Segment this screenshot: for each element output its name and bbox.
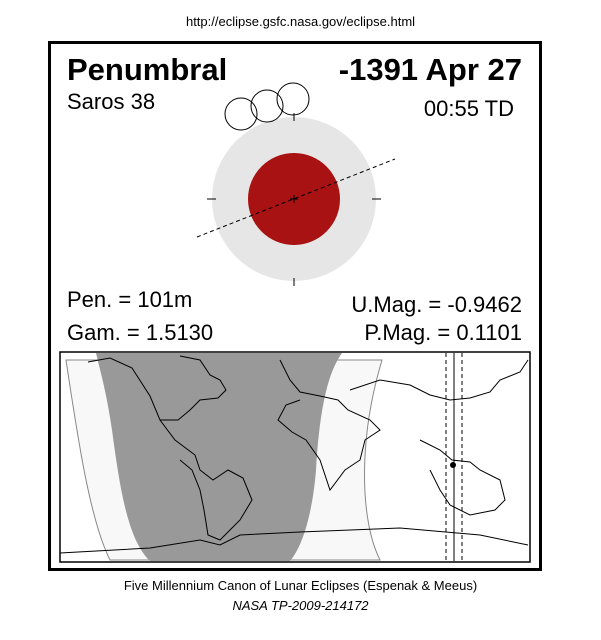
penumbral-magnitude: P.Mag. = 0.1101 bbox=[364, 320, 522, 345]
moon-greatest bbox=[250, 89, 284, 123]
axis-ticks bbox=[207, 113, 381, 286]
footer-publication: NASA TP-2009-214172 bbox=[232, 598, 369, 613]
saros-number: Saros 38 bbox=[67, 89, 156, 114]
penumbral-duration: Pen. = 101m bbox=[67, 287, 193, 312]
eclipse-visible-region bbox=[96, 353, 342, 561]
eclipse-time: 00:55 TD bbox=[423, 96, 514, 121]
moonrise-moonset-lines bbox=[445, 353, 463, 561]
coastlines bbox=[59, 355, 529, 554]
sublunar-point bbox=[450, 462, 456, 468]
world-map bbox=[59, 351, 531, 563]
moon-first-contact bbox=[224, 97, 258, 131]
gamma-value: Gam. = 1.5130 bbox=[67, 320, 214, 345]
eclipse-date: -1391 Apr 27 bbox=[338, 52, 522, 87]
moon-last-contact bbox=[276, 82, 310, 116]
footer-canon: Five Millennium Canon of Lunar Eclipses … bbox=[123, 578, 478, 593]
shadow-diagram bbox=[196, 82, 396, 286]
eclipse-type: Penumbral bbox=[67, 52, 228, 87]
diagram-frame bbox=[48, 41, 542, 571]
moon-positions bbox=[224, 82, 310, 131]
moon-path bbox=[196, 158, 396, 238]
umbral-magnitude: U.Mag. = -0.9462 bbox=[351, 292, 522, 317]
source-url: http://eclipse.gsfc.nasa.gov/eclipse.htm… bbox=[185, 14, 416, 29]
